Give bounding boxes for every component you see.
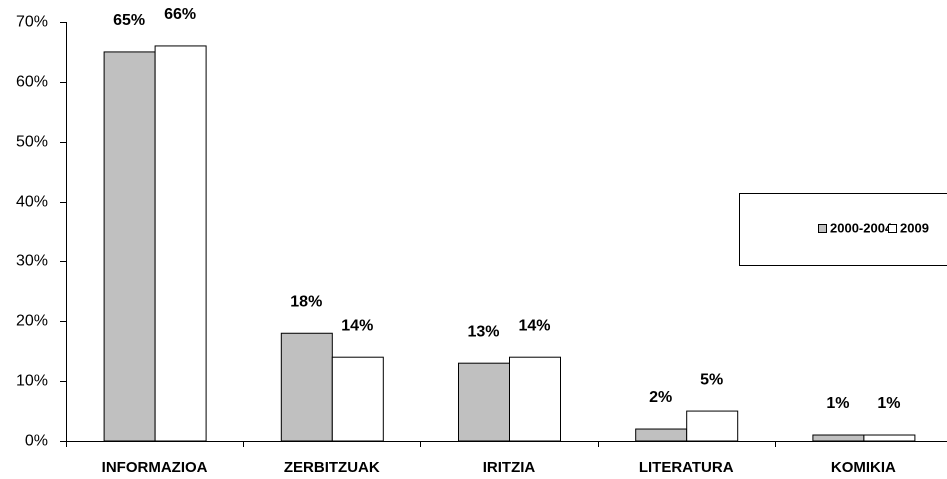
legend-label: 2009 xyxy=(900,220,929,235)
bar xyxy=(635,428,688,442)
data-label: 66% xyxy=(164,6,196,23)
y-tick-label: 0% xyxy=(25,433,48,450)
y-tick-label: 50% xyxy=(16,134,48,151)
y-tick-label: 40% xyxy=(16,194,48,211)
bar xyxy=(863,434,916,442)
data-label: 14% xyxy=(341,317,373,334)
data-label: 14% xyxy=(518,317,550,334)
data-label: 18% xyxy=(290,293,322,310)
y-tick-label: 30% xyxy=(16,253,48,270)
data-label: 5% xyxy=(700,371,723,388)
bar xyxy=(686,410,739,442)
x-tick-label: INFORMAZIOA xyxy=(102,459,208,476)
bar xyxy=(331,356,384,442)
y-tick-label: 10% xyxy=(16,373,48,390)
data-label: 13% xyxy=(467,323,499,340)
x-tick-label: LITERATURA xyxy=(639,459,734,476)
x-tick-label: KOMIKIA xyxy=(831,459,896,476)
data-label: 2% xyxy=(649,389,672,406)
bar xyxy=(103,51,156,442)
bar xyxy=(154,45,207,442)
legend-label: 2000-2004 xyxy=(830,220,893,235)
legend-swatch xyxy=(818,224,827,233)
legend-swatch xyxy=(888,224,897,233)
bar xyxy=(280,332,333,442)
bar xyxy=(458,362,510,442)
data-label: 1% xyxy=(877,395,900,412)
y-tick-label: 60% xyxy=(16,74,48,91)
data-label: 1% xyxy=(826,395,849,412)
legend-box xyxy=(739,193,947,266)
x-tick-label: IRITZIA xyxy=(483,459,536,476)
data-label: 65% xyxy=(113,12,145,29)
y-tick-label: 20% xyxy=(16,313,48,330)
bar xyxy=(812,434,865,442)
y-tick-label: 70% xyxy=(16,14,48,31)
x-tick-label: ZERBITZUAK xyxy=(284,459,380,476)
bar xyxy=(509,356,561,442)
